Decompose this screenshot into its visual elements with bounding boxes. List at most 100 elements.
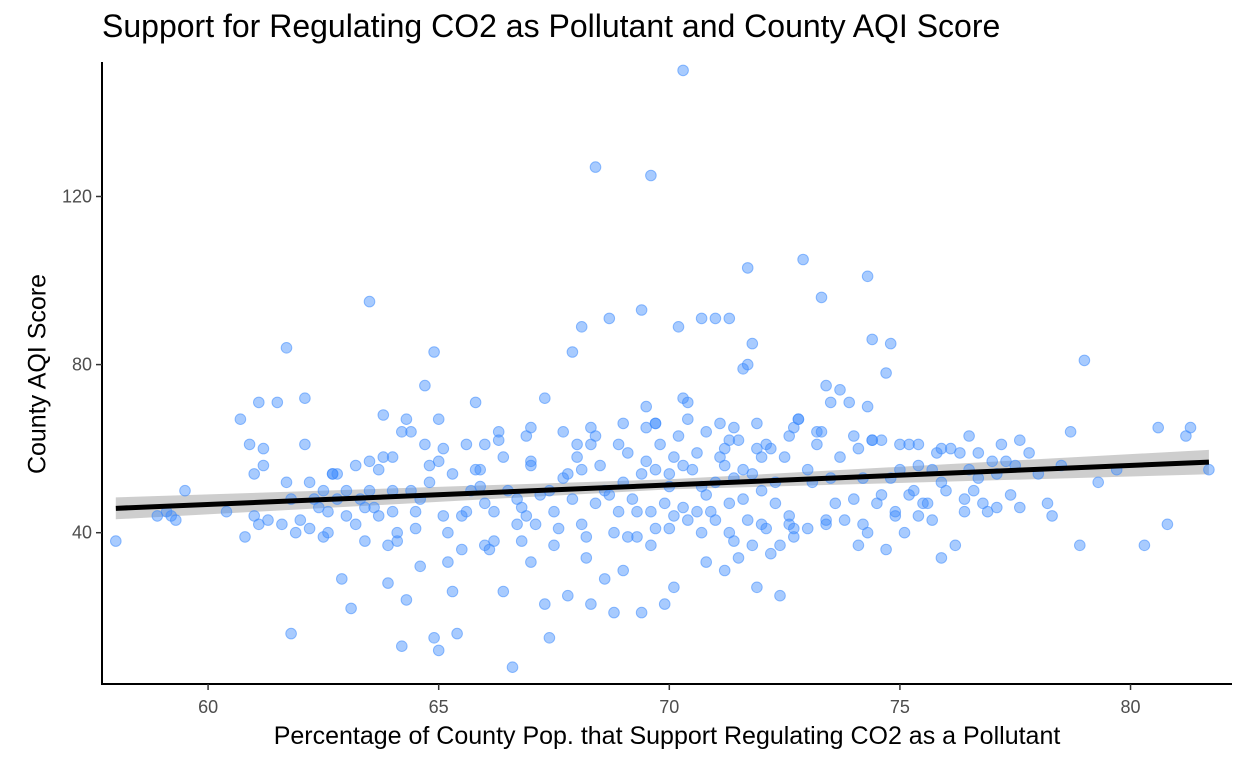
data-point: [419, 379, 431, 392]
data-point: [820, 514, 832, 526]
data-point: [649, 463, 662, 476]
data-point: [442, 556, 454, 568]
data-point: [566, 493, 579, 505]
data-point: [834, 451, 846, 463]
data-point: [285, 627, 297, 640]
data-point: [797, 253, 809, 266]
y-tick-label: 120: [62, 186, 92, 206]
data-point: [511, 518, 523, 531]
data-point: [700, 426, 713, 438]
data-point: [658, 598, 671, 610]
data-point: [635, 468, 648, 480]
data-point: [640, 455, 653, 468]
data-point: [746, 539, 759, 552]
axes: 60 65 70 75 80 40 80 120: [62, 62, 1232, 717]
data-point: [359, 535, 371, 547]
data-point: [442, 526, 454, 539]
data-point: [451, 627, 463, 640]
data-point: [525, 459, 537, 472]
data-point: [446, 468, 459, 480]
data-point: [386, 505, 399, 518]
data-point: [382, 577, 394, 589]
data-point: [746, 337, 759, 350]
data-point: [626, 493, 639, 505]
data-point: [520, 430, 533, 442]
data-point: [419, 438, 431, 451]
data-point: [935, 552, 948, 564]
data-point: [571, 451, 583, 463]
data-point: [405, 426, 417, 438]
data-point: [834, 384, 846, 396]
data-point: [732, 434, 745, 447]
data-point: [336, 573, 348, 585]
data-point: [580, 552, 593, 564]
data-point: [788, 522, 800, 535]
data-point: [391, 535, 404, 547]
x-tick-label: 60: [198, 697, 218, 717]
data-point: [617, 564, 630, 577]
data-point: [372, 463, 385, 476]
data-point: [497, 585, 510, 598]
data-point: [700, 556, 713, 568]
data-point: [908, 484, 920, 497]
data-point: [866, 434, 879, 447]
data-point: [474, 463, 487, 476]
data-point: [1064, 426, 1077, 438]
data-point: [912, 438, 925, 451]
data-point: [170, 514, 182, 526]
data-point: [631, 531, 643, 543]
data-point: [299, 438, 311, 451]
data-point: [672, 321, 685, 333]
data-point: [280, 476, 293, 489]
data-point: [783, 430, 796, 442]
data-point: [391, 526, 404, 539]
data-point: [963, 430, 975, 442]
data-point: [875, 434, 888, 447]
x-tick-label: 70: [659, 697, 679, 717]
data-point: [1092, 476, 1104, 489]
data-point: [741, 262, 754, 274]
data-point: [460, 438, 473, 451]
data-point: [677, 64, 689, 77]
points-layer: [110, 64, 1215, 674]
data-point: [409, 505, 422, 518]
data-point: [714, 417, 726, 430]
data-point: [663, 468, 676, 480]
data-point: [741, 358, 754, 371]
data-point: [437, 442, 450, 455]
data-point: [479, 438, 491, 451]
data-point: [783, 510, 796, 522]
data-point: [303, 476, 316, 489]
data-point: [645, 505, 657, 518]
data-point: [1184, 421, 1197, 434]
data-point: [944, 442, 957, 455]
data-point: [289, 526, 302, 539]
data-point: [1152, 421, 1164, 434]
data-point: [774, 589, 786, 602]
data-point: [746, 468, 759, 480]
data-point: [732, 552, 745, 564]
data-point: [571, 438, 583, 451]
data-point: [889, 510, 902, 522]
data-point: [654, 438, 666, 451]
data-point: [562, 468, 574, 480]
data-point: [363, 484, 376, 497]
chart-title: Support for Regulating CO2 as Pollutant …: [102, 8, 1001, 44]
data-point: [755, 518, 768, 531]
data-point: [377, 451, 390, 463]
data-point: [894, 438, 906, 451]
data-point: [585, 598, 597, 610]
data-point: [603, 312, 616, 325]
data-point: [783, 518, 796, 531]
data-point: [474, 480, 487, 493]
data-point: [824, 396, 837, 409]
data-point: [640, 421, 653, 434]
data-point: [686, 463, 699, 476]
data-point: [843, 396, 856, 409]
data-point: [677, 459, 689, 472]
data-point: [377, 409, 390, 421]
data-point: [991, 501, 1003, 514]
data-point: [815, 291, 828, 304]
data-point: [423, 476, 436, 489]
